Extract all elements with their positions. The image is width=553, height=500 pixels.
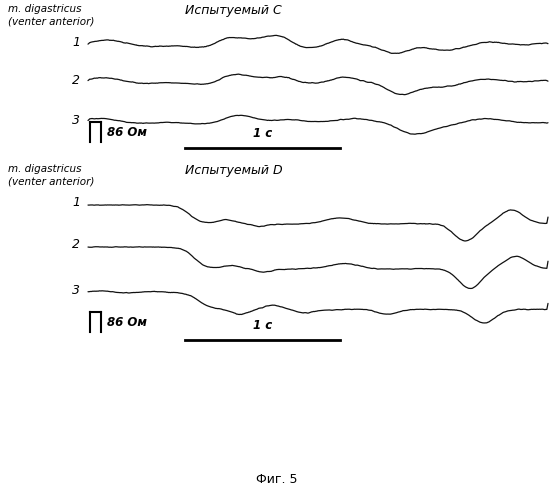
Text: Испытуемый C: Испытуемый C — [185, 4, 281, 17]
Text: 3: 3 — [72, 114, 80, 126]
Text: 86 Ом: 86 Ом — [107, 126, 147, 138]
Text: Фиг. 5: Фиг. 5 — [255, 473, 298, 486]
Text: m. digastricus: m. digastricus — [8, 4, 81, 14]
Text: 1: 1 — [72, 36, 80, 50]
Text: 2: 2 — [72, 238, 80, 252]
Text: 1: 1 — [72, 196, 80, 209]
Text: 1 с: 1 с — [253, 127, 272, 140]
Text: m. digastricus: m. digastricus — [8, 164, 81, 174]
Text: 2: 2 — [72, 74, 80, 86]
Text: (venter anterior): (venter anterior) — [8, 16, 95, 26]
Text: 86 Ом: 86 Ом — [107, 316, 147, 328]
Text: Испытуемый D: Испытуемый D — [185, 164, 283, 177]
Text: 1 с: 1 с — [253, 319, 272, 332]
Text: (venter anterior): (venter anterior) — [8, 176, 95, 186]
Text: 3: 3 — [72, 284, 80, 296]
